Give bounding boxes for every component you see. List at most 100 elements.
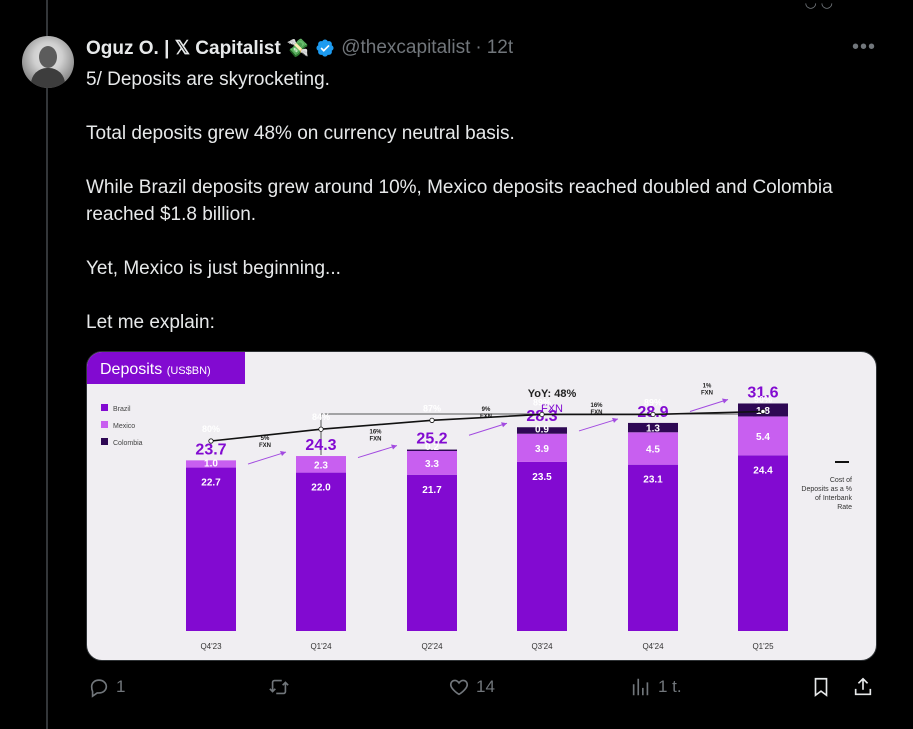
cost-of-deposits-label: 80% [202, 424, 220, 434]
line-legend-label: Cost of Deposits as a % of Interbank Rate [801, 477, 852, 511]
cost-of-deposits-point [539, 411, 545, 418]
legend-label-mexico: Mexico [113, 423, 135, 430]
retweet-icon [269, 679, 289, 695]
bar-brazil [738, 455, 788, 631]
cost-of-deposits-point [650, 411, 656, 418]
growth-arrowhead [501, 422, 507, 428]
growth-pct: 1% [703, 383, 712, 389]
growth-arrow [357, 445, 398, 459]
bar-value-label: 4.5 [646, 444, 660, 455]
tweet-time[interactable]: 12t [486, 37, 514, 58]
yoy-sub-label: FXN [541, 403, 563, 415]
reply-count: 1 [116, 677, 126, 696]
chart-title: Deposits (US$BN) [100, 361, 211, 378]
bar-total-label: 25.2 [416, 431, 447, 448]
money-emoji: 💸 [286, 37, 310, 58]
bar-mexico [296, 456, 346, 473]
author-handle[interactable]: @thexcapitalist [341, 37, 471, 58]
bar-brazil [186, 467, 236, 631]
chart-image[interactable]: Deposits (US$BN) Brazil Mexico Colombia YoY:… [86, 351, 877, 661]
avatar-body [31, 68, 65, 88]
bar-value-label: 5.4 [756, 432, 770, 443]
x-tick-label: Q1'24 [310, 642, 332, 651]
legend-swatch-brazil [101, 404, 108, 411]
cost-of-deposits-label: 89% [644, 397, 662, 407]
growth-arrow [689, 399, 729, 412]
bar-mexico [517, 433, 567, 462]
tweet-actions: 1 14 1 t. [86, 676, 886, 704]
legend-swatch-mexico [101, 421, 108, 428]
legend-swatch-colombia [101, 438, 108, 445]
chart-title-badge [87, 352, 245, 384]
bar-mexico [186, 460, 236, 468]
bar-mexico [628, 432, 678, 465]
reply-icon [90, 679, 108, 698]
growth-arrowhead [391, 444, 397, 450]
heart-icon [449, 679, 469, 696]
growth-arrowhead [722, 398, 728, 404]
x-tick-label: Q4'24 [642, 642, 664, 651]
growth-arrowhead [280, 451, 286, 457]
growth-arrow [247, 451, 287, 465]
tweet-text: 5/ Deposits are skyrocketing. Total depo… [86, 66, 876, 336]
bar-value-label: 21.7 [422, 485, 442, 496]
retweet-button[interactable] [268, 676, 296, 698]
growth-fxn: FXN [259, 443, 271, 449]
cost-of-deposits-label: 89% [533, 397, 551, 407]
bar-value-label: 22.7 [201, 478, 221, 489]
growth-fxn: FXN [370, 437, 382, 443]
tweet-line: 5/ Deposits are skyrocketing. [86, 69, 330, 90]
cost-of-deposits-point [429, 417, 435, 423]
bar-value-label: 1.0 [204, 459, 218, 470]
growth-arrowhead [612, 417, 618, 423]
cost-of-deposits-line [210, 410, 764, 442]
chart-title-unit: (US$BN) [167, 365, 211, 377]
bar-value-label: 24.4 [753, 465, 773, 476]
views-count: 1 t. [658, 677, 682, 696]
thread-line [46, 0, 48, 729]
views-button[interactable]: 1 t. [630, 676, 682, 698]
bar-value-label: 22.0 [311, 483, 331, 494]
legend-label-colombia: Colombia [113, 440, 143, 447]
bar-value-label: 23.1 [643, 475, 663, 486]
tweet-line: While Brazil deposits grew around 10%, M… [86, 177, 833, 225]
bar-brazil [517, 461, 567, 631]
reply-button[interactable]: 1 [88, 676, 125, 698]
bar-brazil [296, 472, 346, 631]
views-icon [632, 678, 649, 696]
share-icon [854, 677, 872, 696]
bar-mexico [407, 451, 457, 475]
share-button[interactable] [852, 676, 874, 698]
bar-total-label: 23.7 [195, 441, 226, 458]
bookmark-button[interactable] [810, 676, 832, 698]
growth-arrow [468, 422, 508, 436]
tweet-line: Yet, Mexico is just beginning... [86, 258, 341, 279]
cost-of-deposits-label: 90% [754, 395, 772, 405]
avatar[interactable] [22, 36, 74, 88]
author-name[interactable]: Oguz O. | 𝕏 Capitalist [86, 37, 281, 59]
bar-value-label: 3.3 [425, 459, 439, 470]
bar-value-label: 23.5 [532, 472, 552, 483]
legend-label-brazil: Brazil [113, 406, 131, 413]
bar-colombia [628, 422, 678, 433]
bar-value-label: 0.9 [535, 425, 549, 436]
bar-brazil [407, 474, 457, 631]
bar-value-label: 3.9 [535, 444, 549, 455]
growth-pct: 16% [590, 403, 603, 409]
growth-pct: 5% [261, 436, 270, 442]
bar-total-label: 31.6 [747, 384, 778, 401]
growth-fxn: FXN [701, 390, 713, 396]
cost-of-deposits-label: 87% [423, 403, 441, 413]
x-tick-label: Q3'24 [531, 642, 553, 651]
like-button[interactable]: 14 [448, 676, 495, 698]
avatar-face [39, 46, 57, 68]
bar-colombia [407, 449, 457, 451]
more-options-icon[interactable]: ••• [852, 36, 877, 58]
deposits-chart: Deposits (US$BN) Brazil Mexico Colombia YoY:… [87, 352, 853, 651]
cost-of-deposits-point [318, 426, 324, 432]
bar-brazil [628, 464, 678, 631]
cost-of-deposits-point [760, 408, 766, 415]
growth-arrow [578, 418, 619, 432]
x-tick-label: Q2'24 [421, 642, 443, 651]
top-more-icon[interactable]: ◡ ◡ [804, 0, 833, 10]
